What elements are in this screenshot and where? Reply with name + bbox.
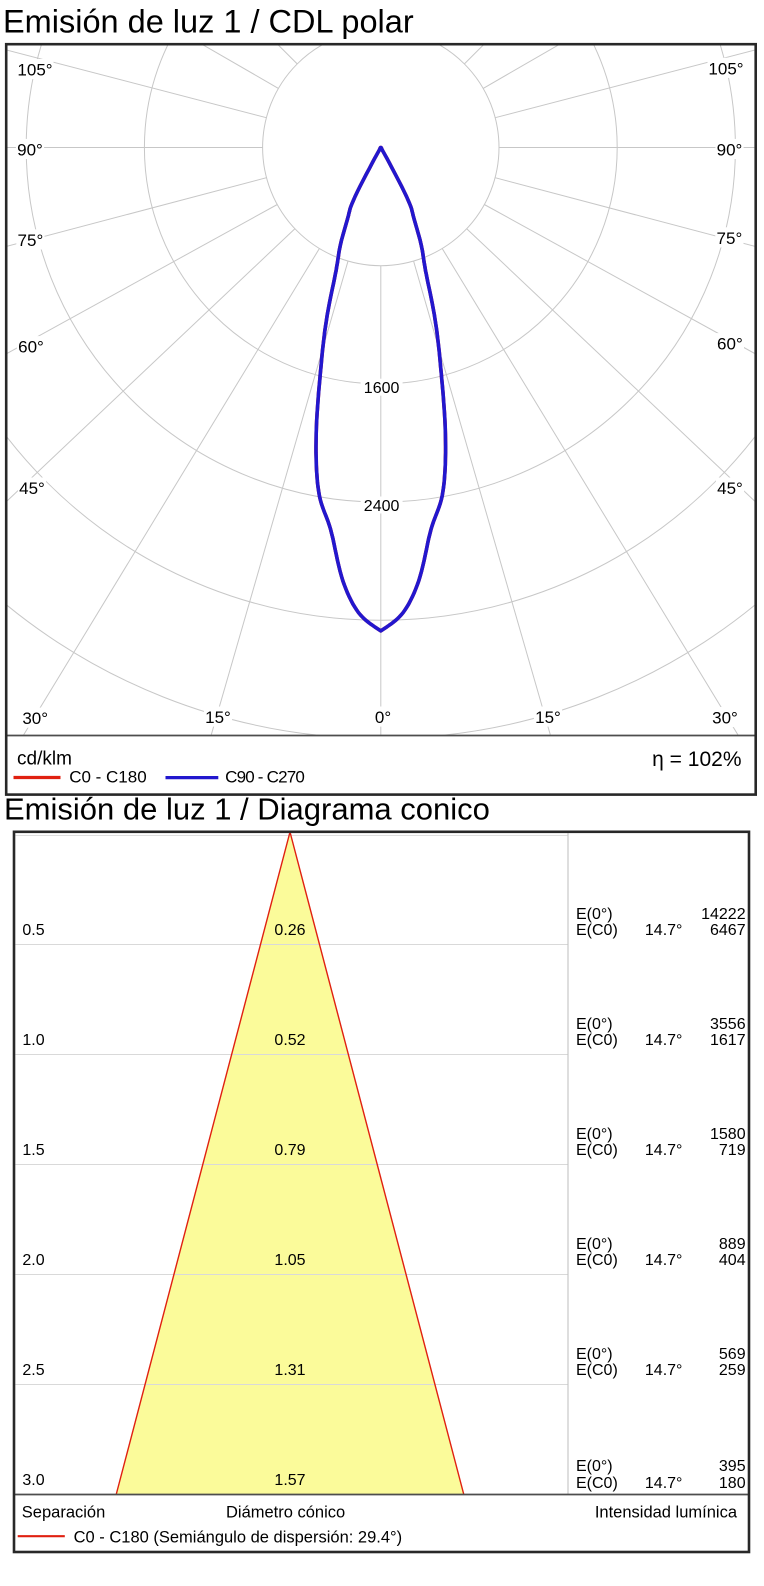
svg-text:395: 395 [719,1458,746,1475]
svg-text:2.0: 2.0 [22,1252,44,1269]
svg-text:3556: 3556 [710,1016,746,1033]
svg-text:14.7°: 14.7° [645,1142,683,1159]
svg-text:Diámetro cónico: Diámetro cónico [226,1504,345,1522]
svg-text:569: 569 [719,1346,746,1363]
svg-text:E(0°): E(0°) [576,1236,613,1253]
svg-text:1600: 1600 [364,380,400,397]
svg-text:2.5: 2.5 [22,1362,44,1379]
svg-text:1.5: 1.5 [22,1142,44,1159]
svg-text:60°: 60° [18,338,44,357]
svg-text:889: 889 [719,1236,746,1253]
svg-text:404: 404 [719,1252,746,1269]
svg-text:105°: 105° [708,59,743,78]
svg-text:E(0°): E(0°) [576,1126,613,1143]
svg-text:45°: 45° [717,479,743,498]
svg-text:45°: 45° [19,479,45,498]
svg-text:E(C0): E(C0) [576,1032,618,1049]
svg-text:Emisión de luz 1 / CDL polar: Emisión de luz 1 / CDL polar [3,3,414,39]
svg-text:719: 719 [719,1142,746,1159]
svg-text:14.7°: 14.7° [645,1362,683,1379]
svg-text:60°: 60° [717,335,743,354]
svg-text:E(C0): E(C0) [576,1142,618,1159]
svg-text:E(C0): E(C0) [576,922,618,939]
svg-text:14.7°: 14.7° [645,922,683,939]
svg-text:0°: 0° [375,708,391,727]
svg-text:105°: 105° [17,61,52,80]
svg-text:14.7°: 14.7° [645,1475,683,1492]
svg-text:75°: 75° [717,229,743,248]
svg-text:14.7°: 14.7° [645,1252,683,1269]
svg-text:η = 102%: η = 102% [652,748,741,771]
svg-text:90°: 90° [717,140,743,159]
svg-text:2400: 2400 [364,498,400,515]
svg-text:C90 - C270: C90 - C270 [225,768,304,787]
svg-text:30°: 30° [22,709,48,728]
svg-text:E(0°): E(0°) [576,1016,613,1033]
svg-text:E(0°): E(0°) [576,1346,613,1363]
svg-text:30°: 30° [712,709,738,728]
svg-text:0.26: 0.26 [274,922,305,939]
svg-text:3.0: 3.0 [22,1472,44,1489]
svg-text:E(C0): E(C0) [576,1252,618,1269]
svg-text:cd/klm: cd/klm [17,749,72,770]
svg-text:C0 - C180: C0 - C180 [69,768,146,787]
svg-text:15°: 15° [535,708,561,727]
svg-text:75°: 75° [18,231,44,250]
svg-text:14222: 14222 [701,906,746,923]
svg-text:0.52: 0.52 [274,1032,305,1049]
svg-text:259: 259 [719,1362,746,1379]
svg-text:180: 180 [719,1475,746,1492]
svg-text:0.5: 0.5 [22,922,44,939]
svg-text:1.0: 1.0 [22,1032,44,1049]
svg-text:14.7°: 14.7° [645,1032,683,1049]
svg-text:1.57: 1.57 [274,1472,305,1489]
svg-text:Intensidad lumínica: Intensidad lumínica [595,1504,738,1522]
svg-text:Emisión de luz 1 / Diagrama co: Emisión de luz 1 / Diagrama conico [4,792,490,827]
svg-text:6467: 6467 [710,922,746,939]
svg-text:Separación: Separación [22,1504,105,1522]
svg-text:0.79: 0.79 [274,1142,305,1159]
svg-text:E(0°): E(0°) [576,1458,613,1475]
svg-text:E(C0): E(C0) [576,1362,618,1379]
svg-text:E(C0): E(C0) [576,1475,618,1492]
svg-text:15°: 15° [205,708,231,727]
svg-text:E(0°): E(0°) [576,906,613,923]
svg-text:1580: 1580 [710,1126,746,1143]
svg-text:90°: 90° [17,140,43,159]
svg-text:1.31: 1.31 [274,1362,305,1379]
svg-text:1.05: 1.05 [274,1252,305,1269]
svg-text:1617: 1617 [710,1032,746,1049]
svg-text:C0 - C180 (Semiángulo de dispe: C0 - C180 (Semiángulo de dispersión: 29.… [74,1529,403,1547]
